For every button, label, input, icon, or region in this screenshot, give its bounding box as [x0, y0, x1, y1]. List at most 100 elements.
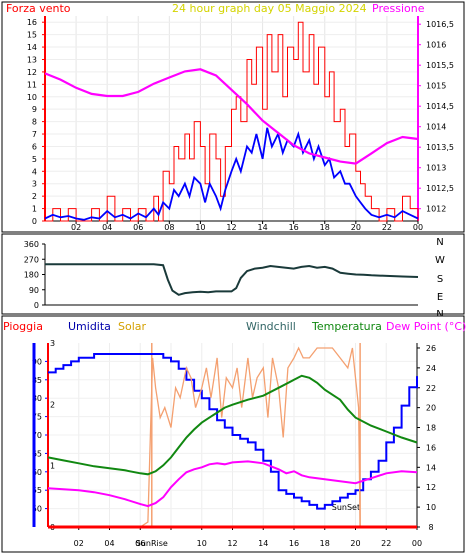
humidity-label: Umidita — [68, 320, 111, 333]
y-tick-label: 5 — [32, 155, 37, 164]
series-line-1 — [48, 346, 417, 528]
x-tick-label: 12 — [226, 223, 236, 232]
x-tick-label: 08 — [164, 223, 174, 232]
series-line-2 — [47, 374, 418, 476]
y2-tick-label: 1012,5 — [426, 184, 454, 193]
x-tick-label: 22 — [381, 539, 391, 548]
y2-tick-label: 1015 — [426, 82, 446, 91]
y-tick-label: 14 — [27, 43, 37, 52]
x-tick-label: 10 — [195, 223, 205, 232]
y-tick-label: 12 — [27, 68, 37, 77]
x-tick-label: 04 — [104, 539, 114, 548]
x-tick-label: 14 — [258, 539, 268, 548]
sunset-label: SunSet — [332, 503, 360, 512]
x-tick-label: 06 — [133, 223, 143, 232]
y-tick-label: 11 — [27, 80, 37, 89]
y2-tick-label: 10 — [426, 503, 436, 512]
x-tick-label: 16 — [289, 223, 299, 232]
y-tick-label: 85 — [32, 376, 42, 385]
y2-tick-label: 1016,5 — [426, 20, 454, 29]
y2-tick-label: 12 — [426, 483, 436, 492]
wind-pressure-panel — [1, 1, 465, 233]
x-tick-label: 00 — [413, 223, 423, 232]
humidity-temp-plot: 02 04 06 10 12 14 16 18 20 22 00505560657075808590… — [32, 339, 436, 548]
wind-pressure-plot: 02 04 06 08 10 12 14 16 18 20 22 000123456789101112… — [27, 16, 454, 232]
direction-label: E — [437, 292, 443, 303]
y2-tick-label: 1013,5 — [426, 143, 454, 152]
dewpoint-label: Dew Point (°C) — [386, 320, 466, 333]
y2-tick-label: 1015,5 — [426, 61, 454, 70]
direction-line-0 — [45, 263, 419, 296]
series-line-3 — [47, 460, 418, 508]
rain-tick-label: 3 — [50, 339, 55, 348]
series-line-0 — [45, 21, 419, 222]
x-tick-label: 18 — [320, 223, 330, 232]
y-tick-label: 180 — [24, 271, 39, 280]
x-tick-label: 20 — [351, 223, 361, 232]
y-tick-label: 16 — [27, 18, 37, 27]
y-tick-label: 60 — [32, 468, 42, 477]
y2-tick-label: 1014,5 — [426, 102, 454, 111]
x-tick-label: 16 — [289, 539, 299, 548]
y2-tick-label: 26 — [426, 344, 436, 353]
y-tick-label: 65 — [32, 449, 42, 458]
series-line-1 — [44, 127, 419, 221]
x-tick-label: 10 — [197, 539, 207, 548]
x-tick-label: 14 — [257, 223, 267, 232]
solar-label: Solar — [118, 320, 147, 333]
sunrise-label: SunRise — [136, 539, 168, 548]
y-tick-label: 7 — [32, 130, 37, 139]
x-tick-label: 12 — [227, 539, 237, 548]
y-tick-label: 50 — [32, 505, 42, 514]
x-tick-label: 02 — [71, 223, 81, 232]
temperature-label: Temperatura — [311, 320, 382, 333]
y-tick-label: 8 — [32, 118, 37, 127]
x-tick-label: 18 — [320, 539, 330, 548]
y-tick-label: 3 — [32, 180, 37, 189]
y-tick-label: 2 — [32, 192, 37, 201]
y-tick-label: 10 — [27, 93, 37, 102]
x-tick-label: 02 — [74, 539, 84, 548]
direction-label: N — [436, 309, 443, 320]
y-tick-label: 6 — [32, 142, 37, 151]
rain-label: Pioggia — [3, 320, 43, 333]
y2-tick-label: 1016 — [426, 41, 446, 50]
y-tick-label: 80 — [32, 394, 42, 403]
y-tick-label: 270 — [24, 255, 39, 264]
x-tick-label: 06 — [135, 539, 145, 548]
direction-label: S — [437, 274, 443, 285]
y2-tick-label: 8 — [428, 523, 433, 532]
y2-tick-label: 18 — [426, 424, 436, 433]
y-tick-label: 70 — [32, 431, 42, 440]
y-tick-label: 90 — [29, 286, 39, 295]
y-tick-label: 15 — [27, 31, 37, 40]
y2-tick-label: 16 — [426, 443, 436, 452]
y-tick-label: 75 — [32, 413, 42, 422]
y-tick-label: 0 — [32, 217, 37, 226]
direction-label: N — [436, 237, 443, 248]
x-tick-label: 22 — [382, 223, 392, 232]
y-tick-label: 0 — [34, 301, 39, 310]
y-tick-label: 4 — [32, 167, 37, 176]
y2-tick-label: 20 — [426, 404, 436, 413]
x-tick-label: 20 — [350, 539, 360, 548]
y2-tick-label: 22 — [426, 384, 436, 393]
rain-tick-label: 1 — [50, 462, 55, 471]
direction-label: W — [435, 255, 445, 266]
x-tick-label: 04 — [102, 223, 112, 232]
rain-tick-label: 2 — [50, 400, 55, 409]
y-tick-label: 90 — [32, 357, 42, 366]
y-tick-label: 55 — [32, 486, 42, 495]
y2-tick-label: 1014 — [426, 123, 446, 132]
pressure-label: Pressione — [372, 2, 425, 15]
y-tick-label: 360 — [24, 240, 39, 249]
wind-force-label: Forza vento — [6, 2, 71, 15]
wind-direction-panel — [1, 233, 465, 315]
y-tick-label: 9 — [32, 105, 37, 114]
x-tick-label: 00 — [412, 539, 422, 548]
chart-title: 24 hour graph day 05 Maggio 2024 — [172, 2, 367, 15]
y2-tick-label: 1012 — [426, 205, 446, 214]
windchill-label: Windchill — [246, 320, 296, 333]
